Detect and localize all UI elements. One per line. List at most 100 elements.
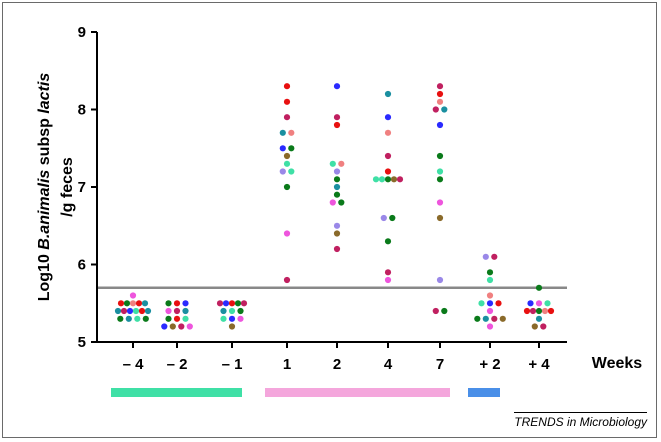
data-point bbox=[142, 315, 149, 322]
data-point bbox=[384, 176, 392, 183]
data-point bbox=[478, 300, 485, 307]
data-point bbox=[125, 315, 132, 322]
data-point bbox=[283, 114, 291, 121]
data-point bbox=[220, 315, 227, 322]
data-points bbox=[114, 83, 555, 330]
data-point bbox=[138, 307, 146, 315]
data-point bbox=[486, 300, 494, 307]
data-point bbox=[474, 315, 481, 322]
data-point bbox=[390, 176, 398, 183]
data-point bbox=[436, 214, 444, 222]
data-point bbox=[165, 315, 172, 322]
data-point bbox=[134, 315, 141, 322]
data-point bbox=[436, 90, 444, 98]
data-point bbox=[384, 269, 392, 276]
data-point bbox=[384, 276, 392, 284]
data-point bbox=[535, 284, 543, 291]
data-point bbox=[389, 214, 396, 222]
data-point bbox=[486, 307, 494, 315]
group-bars bbox=[111, 388, 500, 397]
data-point bbox=[178, 323, 185, 330]
y-axis-ticks: 5 6 7 8 9 bbox=[78, 24, 97, 351]
data-point bbox=[126, 307, 134, 315]
data-point bbox=[228, 323, 236, 330]
data-point bbox=[384, 129, 392, 136]
data-point bbox=[132, 307, 140, 315]
data-point bbox=[384, 168, 392, 175]
data-point bbox=[186, 323, 193, 330]
data-point bbox=[544, 300, 551, 307]
data-point bbox=[182, 300, 189, 307]
data-point bbox=[228, 307, 236, 315]
data-point bbox=[529, 307, 537, 315]
data-point bbox=[333, 121, 341, 129]
y-tick-label: 6 bbox=[78, 257, 86, 274]
data-point bbox=[482, 253, 489, 260]
x-tick-label: 7 bbox=[436, 356, 444, 373]
x-tick-label: 4 bbox=[384, 356, 393, 373]
data-point bbox=[123, 300, 131, 307]
x-tick-label: + 2 bbox=[479, 356, 500, 373]
data-point bbox=[228, 315, 236, 322]
data-point bbox=[333, 168, 341, 175]
data-point bbox=[237, 307, 244, 315]
data-point bbox=[333, 114, 341, 121]
data-point bbox=[384, 152, 392, 160]
data-point bbox=[486, 269, 494, 276]
source-label: TRENDS in Microbiology bbox=[514, 412, 647, 429]
y-axis-title-line2: /g feces bbox=[59, 157, 76, 217]
data-point bbox=[169, 323, 176, 330]
data-point bbox=[333, 183, 341, 191]
data-point bbox=[495, 300, 502, 307]
data-point bbox=[220, 307, 227, 315]
data-point bbox=[436, 152, 444, 160]
data-point bbox=[436, 121, 444, 129]
data-point bbox=[540, 323, 547, 330]
data-point bbox=[120, 307, 128, 315]
group-bar bbox=[468, 388, 500, 397]
data-point bbox=[432, 307, 439, 315]
x-axis-ticks: – 4 – 2 – 1 1 2 4 7 + 2 + 4 bbox=[123, 342, 550, 373]
figure-frame bbox=[2, 2, 657, 438]
data-point bbox=[129, 300, 137, 307]
data-point bbox=[279, 129, 286, 136]
group-bar bbox=[265, 388, 450, 397]
data-point bbox=[114, 307, 122, 315]
y-tick-label: 5 bbox=[78, 334, 86, 351]
data-point bbox=[384, 238, 392, 245]
data-point bbox=[338, 199, 345, 206]
data-point bbox=[144, 307, 152, 315]
data-point bbox=[329, 199, 336, 206]
data-point bbox=[165, 307, 172, 315]
data-point bbox=[436, 98, 444, 105]
data-point bbox=[234, 300, 242, 307]
data-point bbox=[141, 300, 149, 307]
data-point bbox=[535, 307, 543, 315]
data-point bbox=[279, 168, 286, 175]
data-point bbox=[436, 176, 444, 183]
data-point bbox=[531, 323, 538, 330]
data-point bbox=[491, 253, 498, 260]
data-point bbox=[380, 214, 387, 222]
data-point bbox=[228, 300, 236, 307]
data-point bbox=[135, 300, 143, 307]
data-point bbox=[173, 300, 181, 307]
data-point bbox=[288, 168, 295, 175]
data-point bbox=[338, 160, 345, 167]
data-point bbox=[240, 300, 248, 307]
data-point bbox=[499, 315, 506, 322]
data-point bbox=[288, 145, 295, 152]
data-point bbox=[441, 307, 448, 315]
data-point bbox=[279, 145, 286, 152]
data-point bbox=[491, 315, 498, 322]
data-point bbox=[482, 315, 489, 322]
data-point bbox=[173, 307, 181, 315]
data-point bbox=[117, 300, 125, 307]
data-point bbox=[384, 90, 392, 98]
data-point bbox=[441, 106, 448, 113]
data-point bbox=[165, 300, 172, 307]
data-point bbox=[283, 98, 291, 105]
y-tick-label: 7 bbox=[78, 179, 86, 196]
data-point bbox=[333, 245, 341, 253]
